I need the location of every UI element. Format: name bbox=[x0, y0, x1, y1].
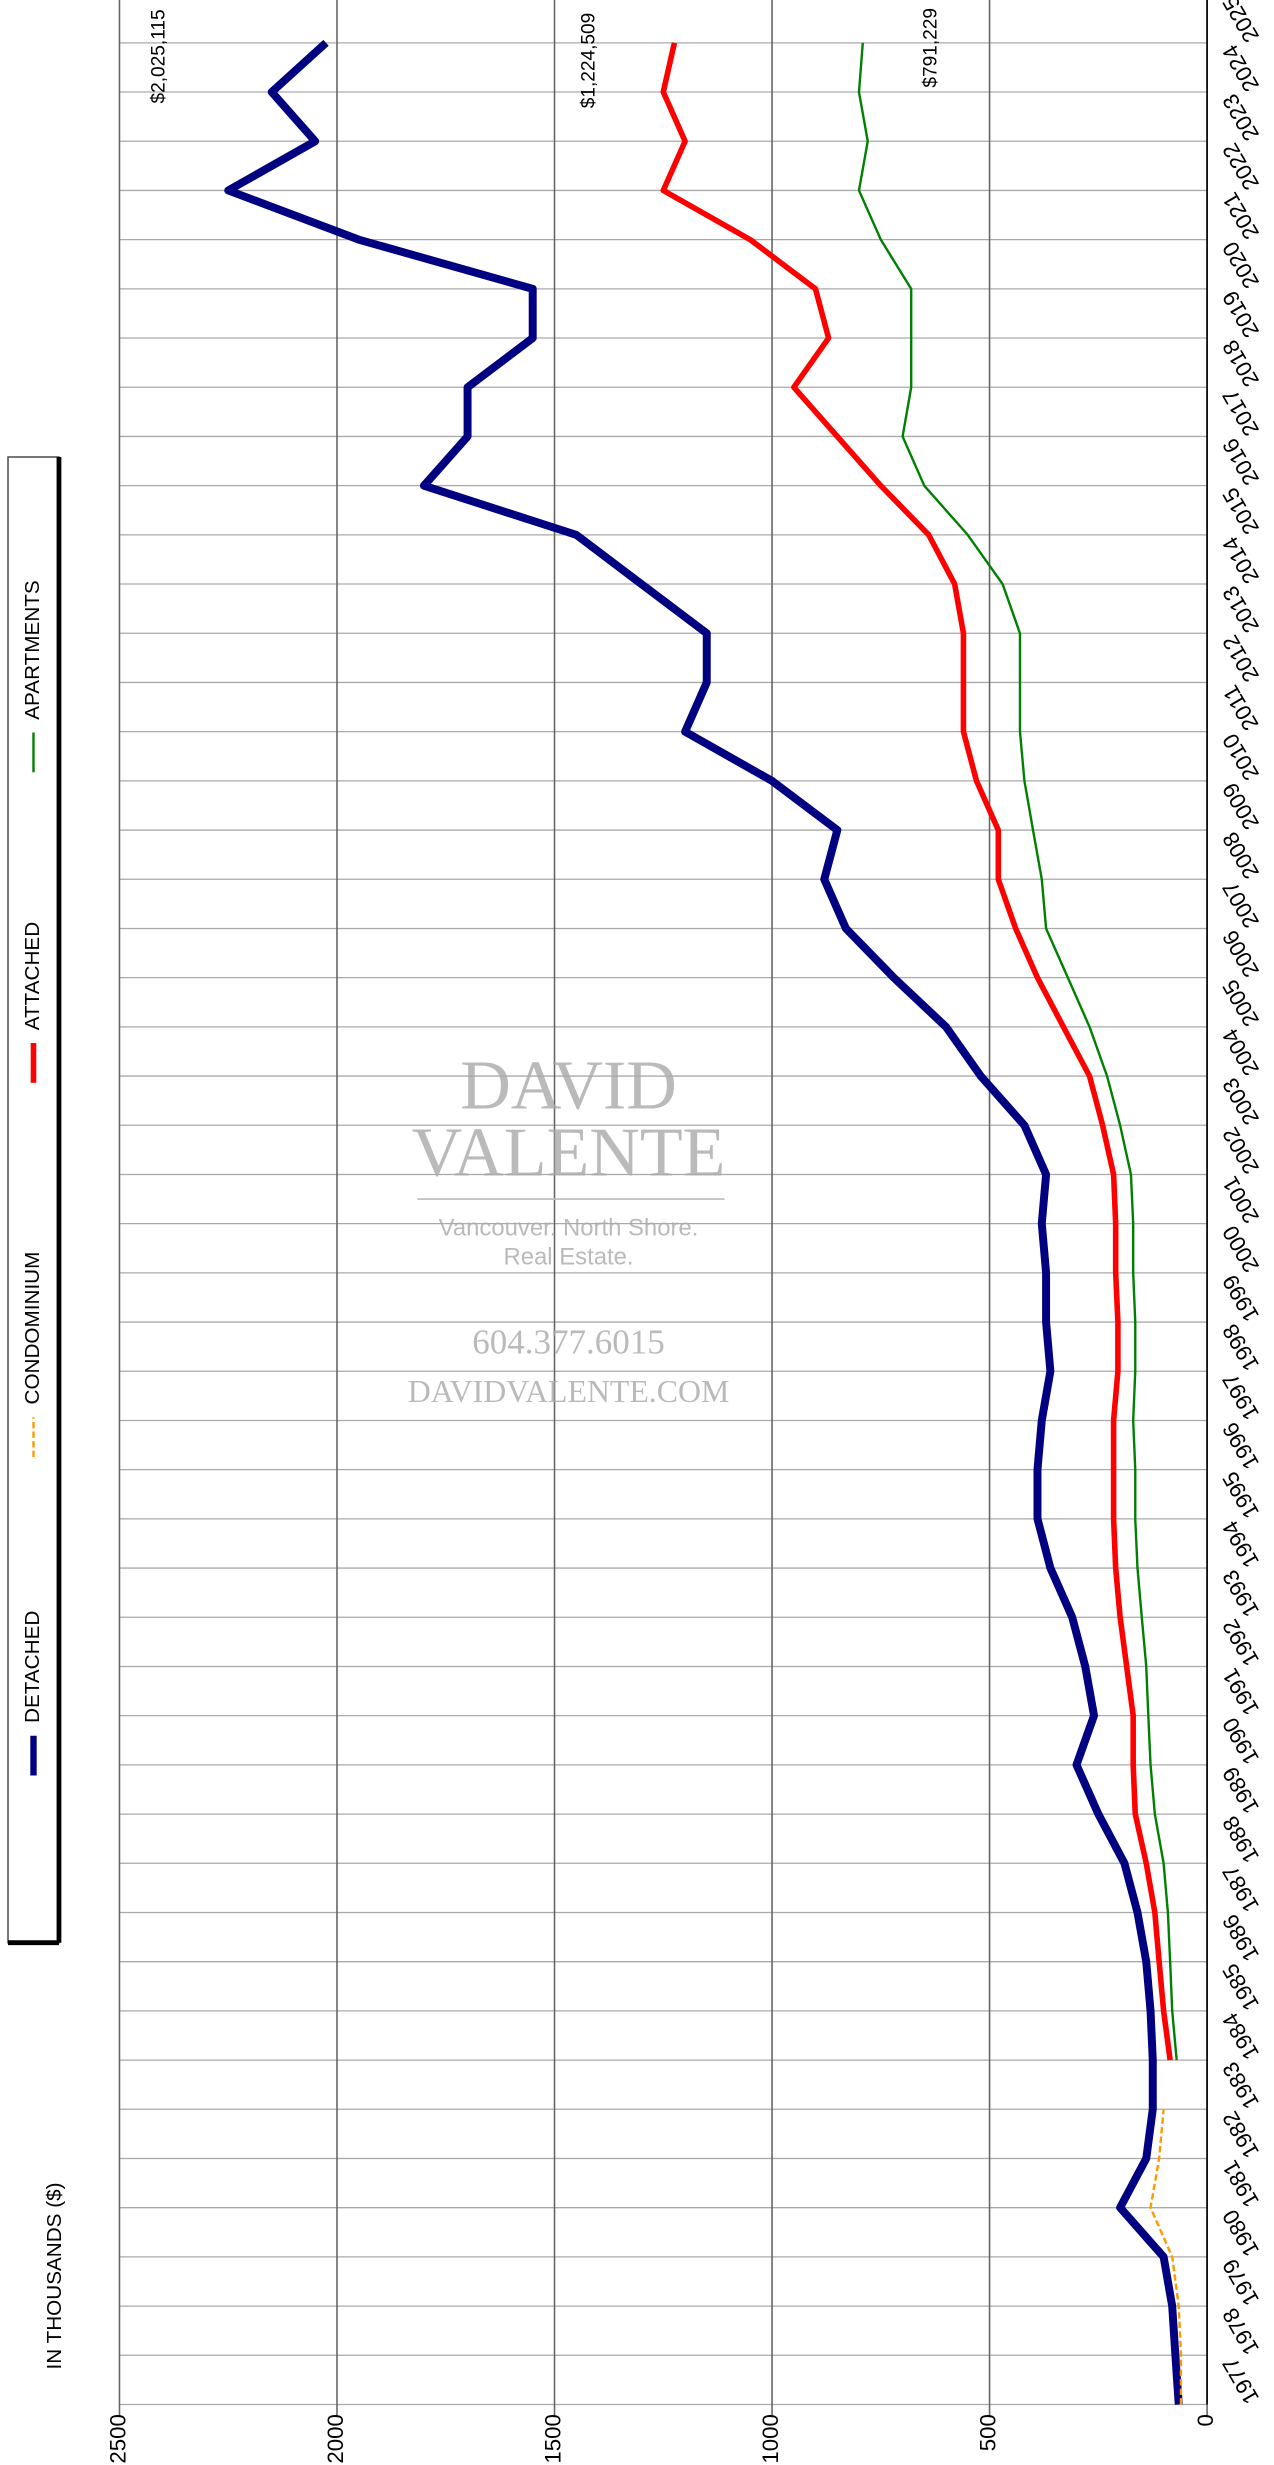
x-tick-label: 1978 bbox=[1217, 2304, 1263, 2359]
x-tick-label: 2024 bbox=[1217, 41, 1263, 96]
x-tick-label: 1988 bbox=[1217, 1812, 1263, 1867]
x-tick-label: 2019 bbox=[1217, 287, 1263, 342]
x-tick-label: 1998 bbox=[1217, 1320, 1263, 1375]
annotation: $2,025,115 bbox=[148, 9, 169, 103]
x-tick-label: 2009 bbox=[1217, 779, 1263, 834]
y-tick-label: 1500 bbox=[540, 2414, 565, 2464]
x-tick-label: 2007 bbox=[1217, 877, 1263, 932]
x-tick-label: 2018 bbox=[1217, 336, 1263, 391]
x-tick-label: 1994 bbox=[1217, 1517, 1263, 1572]
x-tick-label: 1990 bbox=[1217, 1713, 1263, 1768]
legend-label: ATTACHED bbox=[21, 922, 44, 1030]
watermark-text: Real Estate. bbox=[503, 1243, 633, 1270]
watermark-text: VALENTE bbox=[412, 1114, 726, 1191]
x-tick-label: 2005 bbox=[1217, 975, 1263, 1030]
x-tick-label: 1996 bbox=[1217, 1418, 1263, 1473]
x-tick-label: 2015 bbox=[1217, 483, 1263, 538]
series-line bbox=[857, 42, 1178, 2061]
x-tick-label: 2020 bbox=[1217, 237, 1263, 292]
x-tick-label: 1982 bbox=[1217, 2107, 1263, 2162]
x-tick-label: 2021 bbox=[1217, 188, 1263, 243]
series-line bbox=[660, 42, 1173, 2061]
y-tick-label: 0 bbox=[1193, 2414, 1218, 2426]
x-tick-label: 2010 bbox=[1217, 729, 1263, 784]
x-tick-label: 1993 bbox=[1217, 1566, 1263, 1621]
x-tick-label: 1981 bbox=[1217, 2156, 1263, 2211]
x-tick-label: 2017 bbox=[1217, 385, 1263, 440]
x-tick-label: 1985 bbox=[1217, 1959, 1263, 2014]
watermark-text: DAVID bbox=[460, 1047, 677, 1124]
x-tick-label: 1997 bbox=[1217, 1369, 1263, 1424]
x-tick-label: 2003 bbox=[1217, 1074, 1263, 1129]
x-tick-label: 1983 bbox=[1217, 2058, 1263, 2113]
x-tick-label: 2014 bbox=[1217, 533, 1263, 588]
x-tick-label: 2002 bbox=[1217, 1123, 1263, 1178]
x-tick-label: 2023 bbox=[1217, 90, 1263, 145]
x-tick-label: 1987 bbox=[1217, 1861, 1263, 1916]
x-tick-label: 2008 bbox=[1217, 828, 1263, 883]
legend-label: DETACHED bbox=[21, 1611, 44, 1723]
watermark-text: DAVIDVALENTE.COM bbox=[408, 1374, 730, 1409]
x-tick-label: 1979 bbox=[1217, 2255, 1263, 2310]
x-tick-label: 1977 bbox=[1217, 2353, 1263, 2408]
annotation: $1,224,509 bbox=[578, 13, 599, 109]
watermark-text: Vancouver. North Shore. bbox=[439, 1215, 699, 1242]
legend-label: CONDOMINIUM bbox=[21, 1252, 44, 1405]
x-tick-label: 1999 bbox=[1217, 1271, 1263, 1326]
x-tick-label: 1980 bbox=[1217, 2205, 1263, 2260]
x-tick-label: 1989 bbox=[1217, 1763, 1263, 1818]
x-tick-label: 1992 bbox=[1217, 1615, 1263, 1670]
annotation: $791,229 bbox=[921, 8, 942, 88]
x-tick-label: 2012 bbox=[1217, 631, 1263, 686]
x-tick-label: 1984 bbox=[1217, 2009, 1263, 2064]
series-line bbox=[1149, 2109, 1183, 2405]
series-line bbox=[224, 39, 1183, 2405]
x-tick-label: 2001 bbox=[1217, 1172, 1263, 1227]
x-tick-label: 2011 bbox=[1218, 681, 1264, 735]
y-axis-label: IN THOUSANDS ($) bbox=[43, 2182, 66, 2369]
x-tick-label: 2022 bbox=[1217, 139, 1263, 194]
x-tick-label: 2000 bbox=[1217, 1221, 1263, 1276]
x-tick-label: 2016 bbox=[1217, 434, 1263, 489]
y-tick-label: 2500 bbox=[105, 2414, 130, 2464]
x-tick-label: 2025 bbox=[1217, 0, 1263, 47]
watermark: DAVID VALENTE Vancouver. North Shore. Re… bbox=[408, 1047, 730, 1409]
y-tick-label: 2000 bbox=[323, 2414, 348, 2464]
x-tick-label: 1986 bbox=[1217, 1910, 1263, 1965]
x-tick-label: 1991 bbox=[1217, 1664, 1263, 1719]
y-tick-label: 1000 bbox=[758, 2414, 783, 2464]
legend-label: APARTMENTS bbox=[21, 580, 44, 719]
x-tick-label: 2004 bbox=[1217, 1025, 1263, 1080]
watermark-text: 604.377.6015 bbox=[472, 1323, 665, 1362]
x-tick-label: 2006 bbox=[1217, 926, 1263, 981]
y-tick-label: 500 bbox=[975, 2414, 1000, 2451]
x-tick-label: 1995 bbox=[1217, 1467, 1263, 1522]
x-tick-label: 2013 bbox=[1217, 582, 1263, 637]
